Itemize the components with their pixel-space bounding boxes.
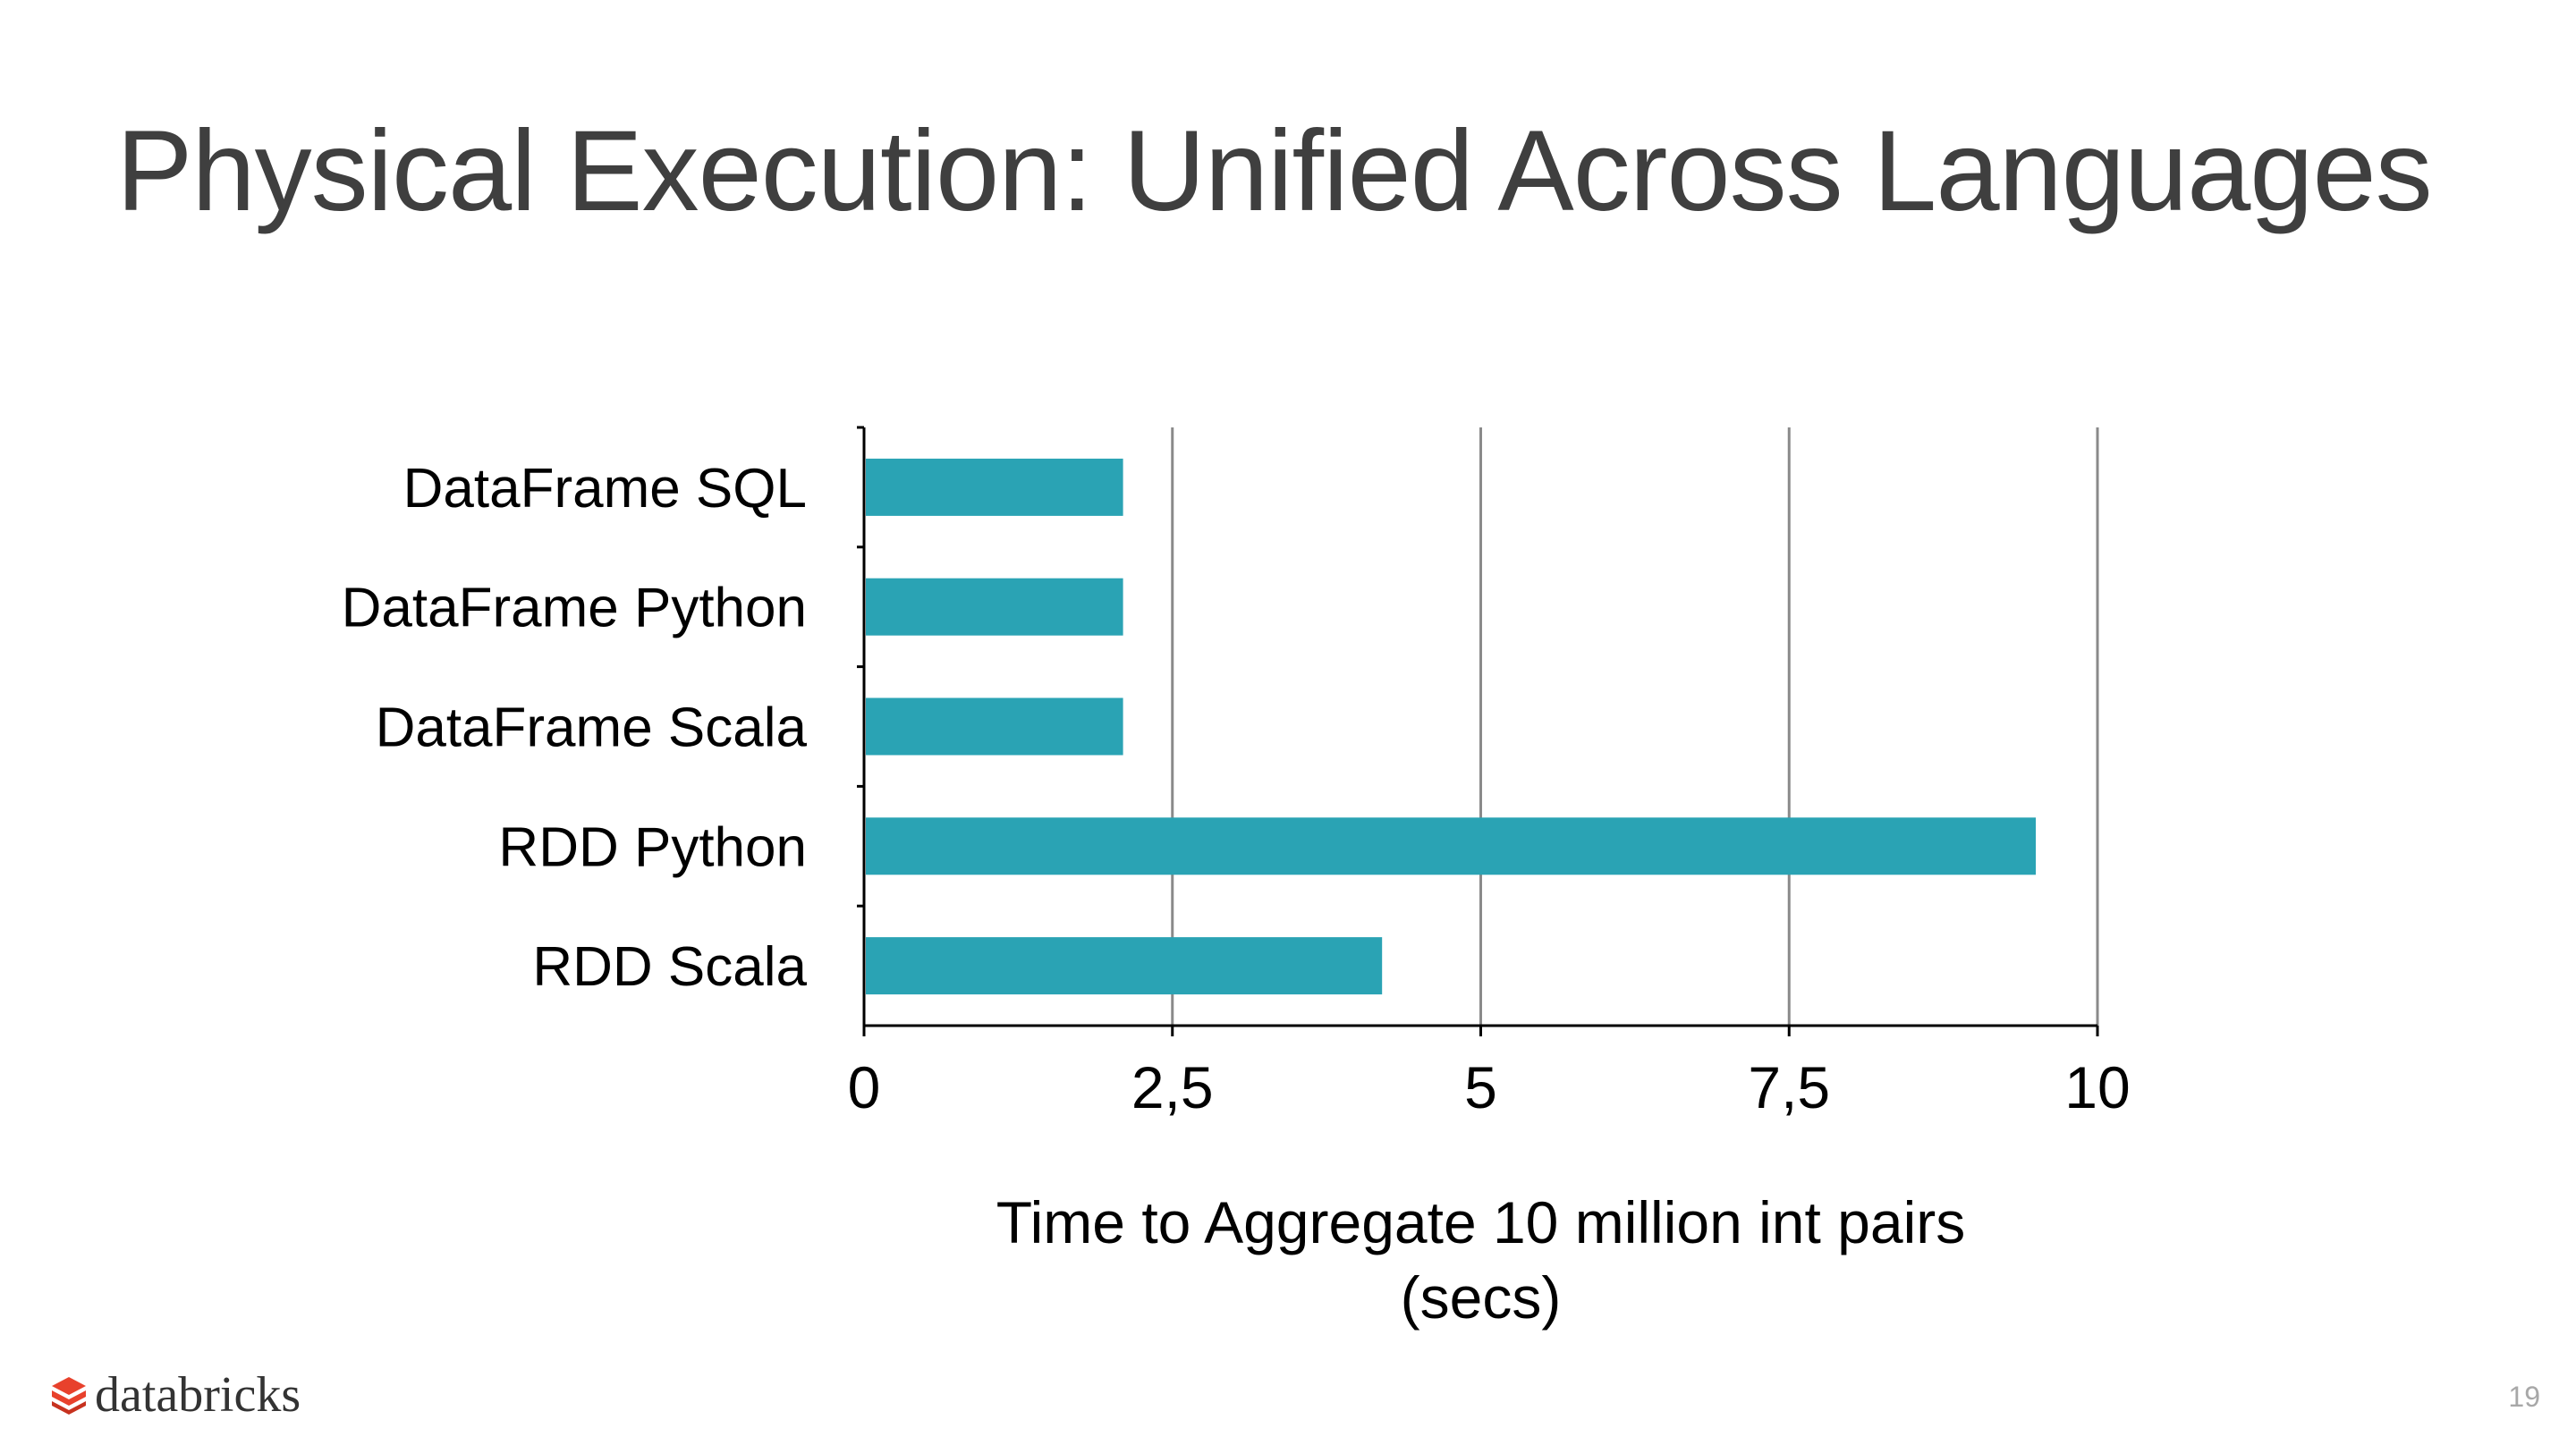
slide-title: Physical Execution: Unified Across Langu… xyxy=(116,107,2433,235)
x-tick-label: 2,5 xyxy=(1131,1054,1214,1120)
x-axis-title: Time to Aggregate 10 million int pairs xyxy=(996,1189,1965,1255)
x-tick-label: 10 xyxy=(2064,1054,2130,1120)
bars xyxy=(866,458,2037,995)
bar xyxy=(866,697,1123,756)
x-tick-label: 5 xyxy=(1464,1054,1497,1120)
databricks-logo-icon xyxy=(52,1377,86,1415)
bar xyxy=(866,458,1123,516)
category-label: RDD Python xyxy=(498,816,807,878)
bar xyxy=(866,817,2037,875)
labels: DataFrame SQL DataFrame Python DataFrame S… xyxy=(342,458,2131,1331)
gridlines xyxy=(1171,427,2099,1026)
category-label: DataFrame SQL xyxy=(403,458,807,520)
axes xyxy=(857,426,2099,1036)
category-label: DataFrame Python xyxy=(342,578,807,639)
logo-wordmark: databricks xyxy=(95,1367,301,1423)
category-label: DataFrame Scala xyxy=(376,697,808,759)
x-tick-label: 0 xyxy=(848,1054,881,1120)
x-axis-title: (secs) xyxy=(1401,1264,1562,1331)
x-tick-label: 7,5 xyxy=(1748,1054,1830,1120)
category-label: RDD Scala xyxy=(532,936,807,998)
bar xyxy=(866,578,1123,636)
databricks-logo: databricks xyxy=(50,1370,301,1420)
bar xyxy=(866,937,1383,995)
page-number: 19 xyxy=(2508,1381,2540,1413)
